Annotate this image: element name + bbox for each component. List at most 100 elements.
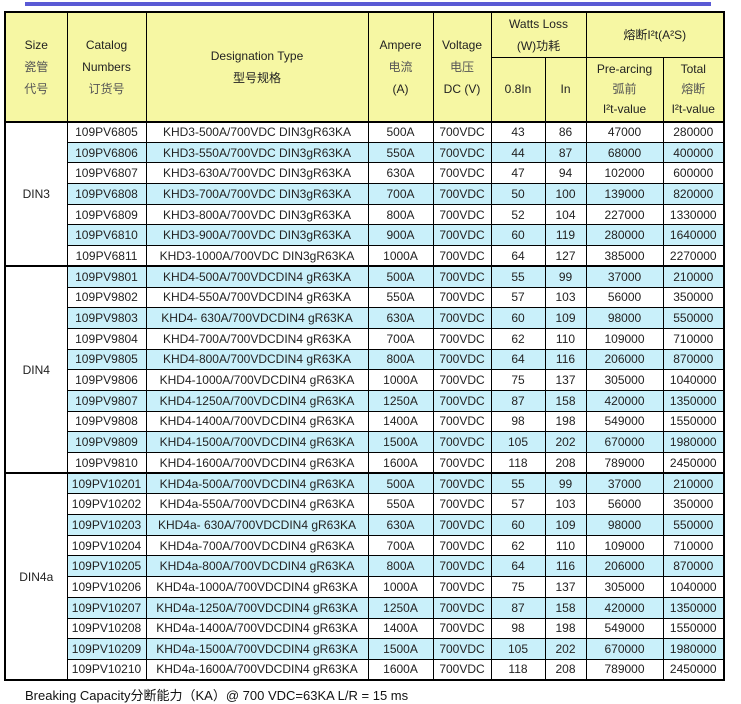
catalog-cell: 109PV10208 — [66, 617, 147, 640]
col-header-voltage-unit: DC (V) — [443, 81, 481, 96]
table-row: 109PV10204 KHD4a-700A/700VDCDIN4 gR63KA 70… — [5, 534, 725, 557]
col-header-ampere-zh: 电流 — [388, 59, 413, 74]
win-cell: 137 — [544, 576, 587, 598]
win-cell: 109 — [544, 514, 587, 536]
table-row: 109PV9804 KHD4-700A/700VDCDIN4 gR63KA 700A… — [5, 327, 725, 350]
designation-cell: KHD4-1000A/700VDCDIN4 gR63KA — [145, 369, 369, 391]
watts-loss-line1: Watts Loss — [509, 17, 568, 31]
designation-cell: KHD4-1500A/700VDCDIN4 gR63KA — [145, 431, 369, 453]
designation-cell: KHD3-800A/700VDC DIN3gR63KA — [145, 203, 369, 226]
ampere-cell: 630A — [367, 307, 434, 329]
prearcing-cell: 385000 — [585, 245, 664, 267]
ampere-cell: 1500A — [367, 638, 434, 660]
col-header-total: Total 熔断 I²t-value — [662, 57, 725, 122]
col-header-ampere: Ampere 电流 (A) — [367, 11, 434, 122]
table-row: 109PV9803 KHD4- 630A/700VDCDIN4 gR63KA 630… — [5, 307, 725, 329]
catalog-cell: 109PV6810 — [66, 224, 147, 247]
total-cell: 1980000 — [662, 638, 725, 660]
table-row: 109PV6811 KHD3-1000A/700VDC DIN3gR63KA 100… — [5, 245, 725, 267]
col-header-voltage-zh: 电压 — [449, 59, 474, 74]
table-row: 109PV9805 KHD4-800A/700VDCDIN4 gR63KA 800A… — [5, 348, 725, 371]
prearcing-cell: 789000 — [585, 658, 664, 681]
col-header-ampere-en: Ampere — [379, 37, 422, 52]
w08in-cell: 60 — [490, 307, 546, 329]
catalog-cell: 109PV10209 — [66, 638, 147, 660]
designation-cell: KHD4a-1000A/700VDCDIN4 gR63KA — [145, 576, 369, 598]
ampere-cell: 1400A — [367, 410, 434, 433]
table-header: Size 瓷管 代号 Catalog Numbers 订货号 Designati… — [4, 11, 725, 122]
prearcing-cell: 305000 — [585, 369, 664, 391]
catalog-cell: 109PV6805 — [66, 121, 147, 143]
breaking-capacity-note: Breaking Capacity分断能力（KA）@ 700 VDC=63KA … — [25, 688, 409, 703]
prearcing-cell: 420000 — [585, 596, 664, 619]
fuse-table-body: DIN3 109PV6805 KHD3-500A/700VDC DIN3gR63KA… — [4, 121, 725, 681]
prearcing-cell: 37000 — [585, 472, 664, 495]
win-cell: 198 — [544, 410, 587, 433]
col-header-08in-label: 0.8In — [504, 82, 532, 97]
catalog-cell: 109PV9808 — [66, 410, 147, 433]
voltage-cell: 700VDC — [432, 348, 492, 371]
designation-cell: KHD4a- 630A/700VDCDIN4 gR63KA — [145, 514, 369, 536]
voltage-cell: 700VDC — [432, 596, 492, 619]
prearcing-cell: 56000 — [585, 286, 664, 309]
designation-cell: KHD3-1000A/700VDC DIN3gR63KA — [145, 245, 369, 267]
table-row: 109PV9810 KHD4-1600A/700VDCDIN4 gR63KA 160… — [5, 452, 725, 474]
win-cell: 87 — [544, 141, 587, 164]
prearcing-cell: 549000 — [585, 410, 664, 433]
ampere-cell: 500A — [367, 265, 434, 288]
catalog-cell: 109PV10207 — [66, 596, 147, 619]
catalog-cell: 109PV10203 — [66, 514, 147, 536]
col-header-catalog-en2: Numbers — [82, 59, 131, 74]
total-cell: 1550000 — [662, 617, 725, 640]
ampere-cell: 800A — [367, 348, 434, 371]
col-header-voltage-en: Voltage — [441, 37, 483, 52]
total-cell: 710000 — [662, 534, 725, 557]
win-cell: 208 — [544, 452, 587, 474]
designation-cell: KHD3-900A/700VDC DIN3gR63KA — [145, 224, 369, 247]
designation-cell: KHD4-1400A/700VDCDIN4 gR63KA — [145, 410, 369, 433]
total-cell: 2450000 — [662, 452, 725, 474]
catalog-cell: 109PV10205 — [66, 555, 147, 578]
prearcing-cell: 670000 — [585, 431, 664, 453]
designation-cell: KHD3-630A/700VDC DIN3gR63KA — [145, 162, 369, 185]
designation-cell: KHD4a-800A/700VDCDIN4 gR63KA — [145, 555, 369, 578]
table-row: 109PV9807 KHD4-1250A/700VDCDIN4 gR63KA 125… — [5, 389, 725, 412]
voltage-cell: 700VDC — [432, 534, 492, 557]
col-header-total-value: I²t-value — [671, 102, 715, 117]
win-cell: 103 — [544, 286, 587, 309]
voltage-cell: 700VDC — [432, 472, 492, 495]
voltage-cell: 700VDC — [432, 452, 492, 474]
voltage-cell: 700VDC — [432, 121, 492, 143]
table-row: 109PV9809 KHD4-1500A/700VDCDIN4 gR63KA 150… — [5, 431, 725, 453]
w08in-cell: 60 — [490, 224, 546, 247]
win-cell: 109 — [544, 307, 587, 329]
table-row: 109PV10202 KHD4a-550A/700VDCDIN4 gR63KA 55… — [5, 493, 725, 516]
prearcing-cell: 68000 — [585, 141, 664, 164]
w08in-cell: 98 — [490, 617, 546, 640]
catalog-cell: 109PV6809 — [66, 203, 147, 226]
prearcing-cell: 37000 — [585, 265, 664, 288]
prearcing-cell: 280000 — [585, 224, 664, 247]
col-header-in-label: In — [560, 82, 571, 97]
total-cell: 550000 — [662, 514, 725, 536]
win-cell: 198 — [544, 617, 587, 640]
total-cell: 350000 — [662, 493, 725, 516]
i2t-group-label: 熔断I²t(A²S) — [623, 28, 687, 42]
col-header-size-zh2: 代号 — [24, 81, 49, 96]
total-cell: 2270000 — [662, 245, 725, 267]
designation-cell: KHD4- 630A/700VDCDIN4 gR63KA — [145, 307, 369, 329]
w08in-cell: 60 — [490, 514, 546, 536]
prearcing-cell: 98000 — [585, 514, 664, 536]
size-group-cell: DIN4 — [4, 265, 68, 474]
catalog-cell: 109PV10204 — [66, 534, 147, 557]
voltage-cell: 700VDC — [432, 369, 492, 391]
table-row: 109PV10203 KHD4a- 630A/700VDCDIN4 gR63KA 6… — [5, 514, 725, 536]
w08in-cell: 75 — [490, 369, 546, 391]
w08in-cell: 62 — [490, 327, 546, 350]
catalog-cell: 109PV6806 — [66, 141, 147, 164]
col-header-designation-en: Designation Type — [210, 48, 304, 63]
table-row: 109PV6810 KHD3-900A/700VDC DIN3gR63KA 900A… — [5, 224, 725, 247]
designation-cell: KHD4-500A/700VDCDIN4 gR63KA — [145, 265, 369, 288]
w08in-cell: 52 — [490, 203, 546, 226]
total-cell: 1040000 — [662, 576, 725, 598]
